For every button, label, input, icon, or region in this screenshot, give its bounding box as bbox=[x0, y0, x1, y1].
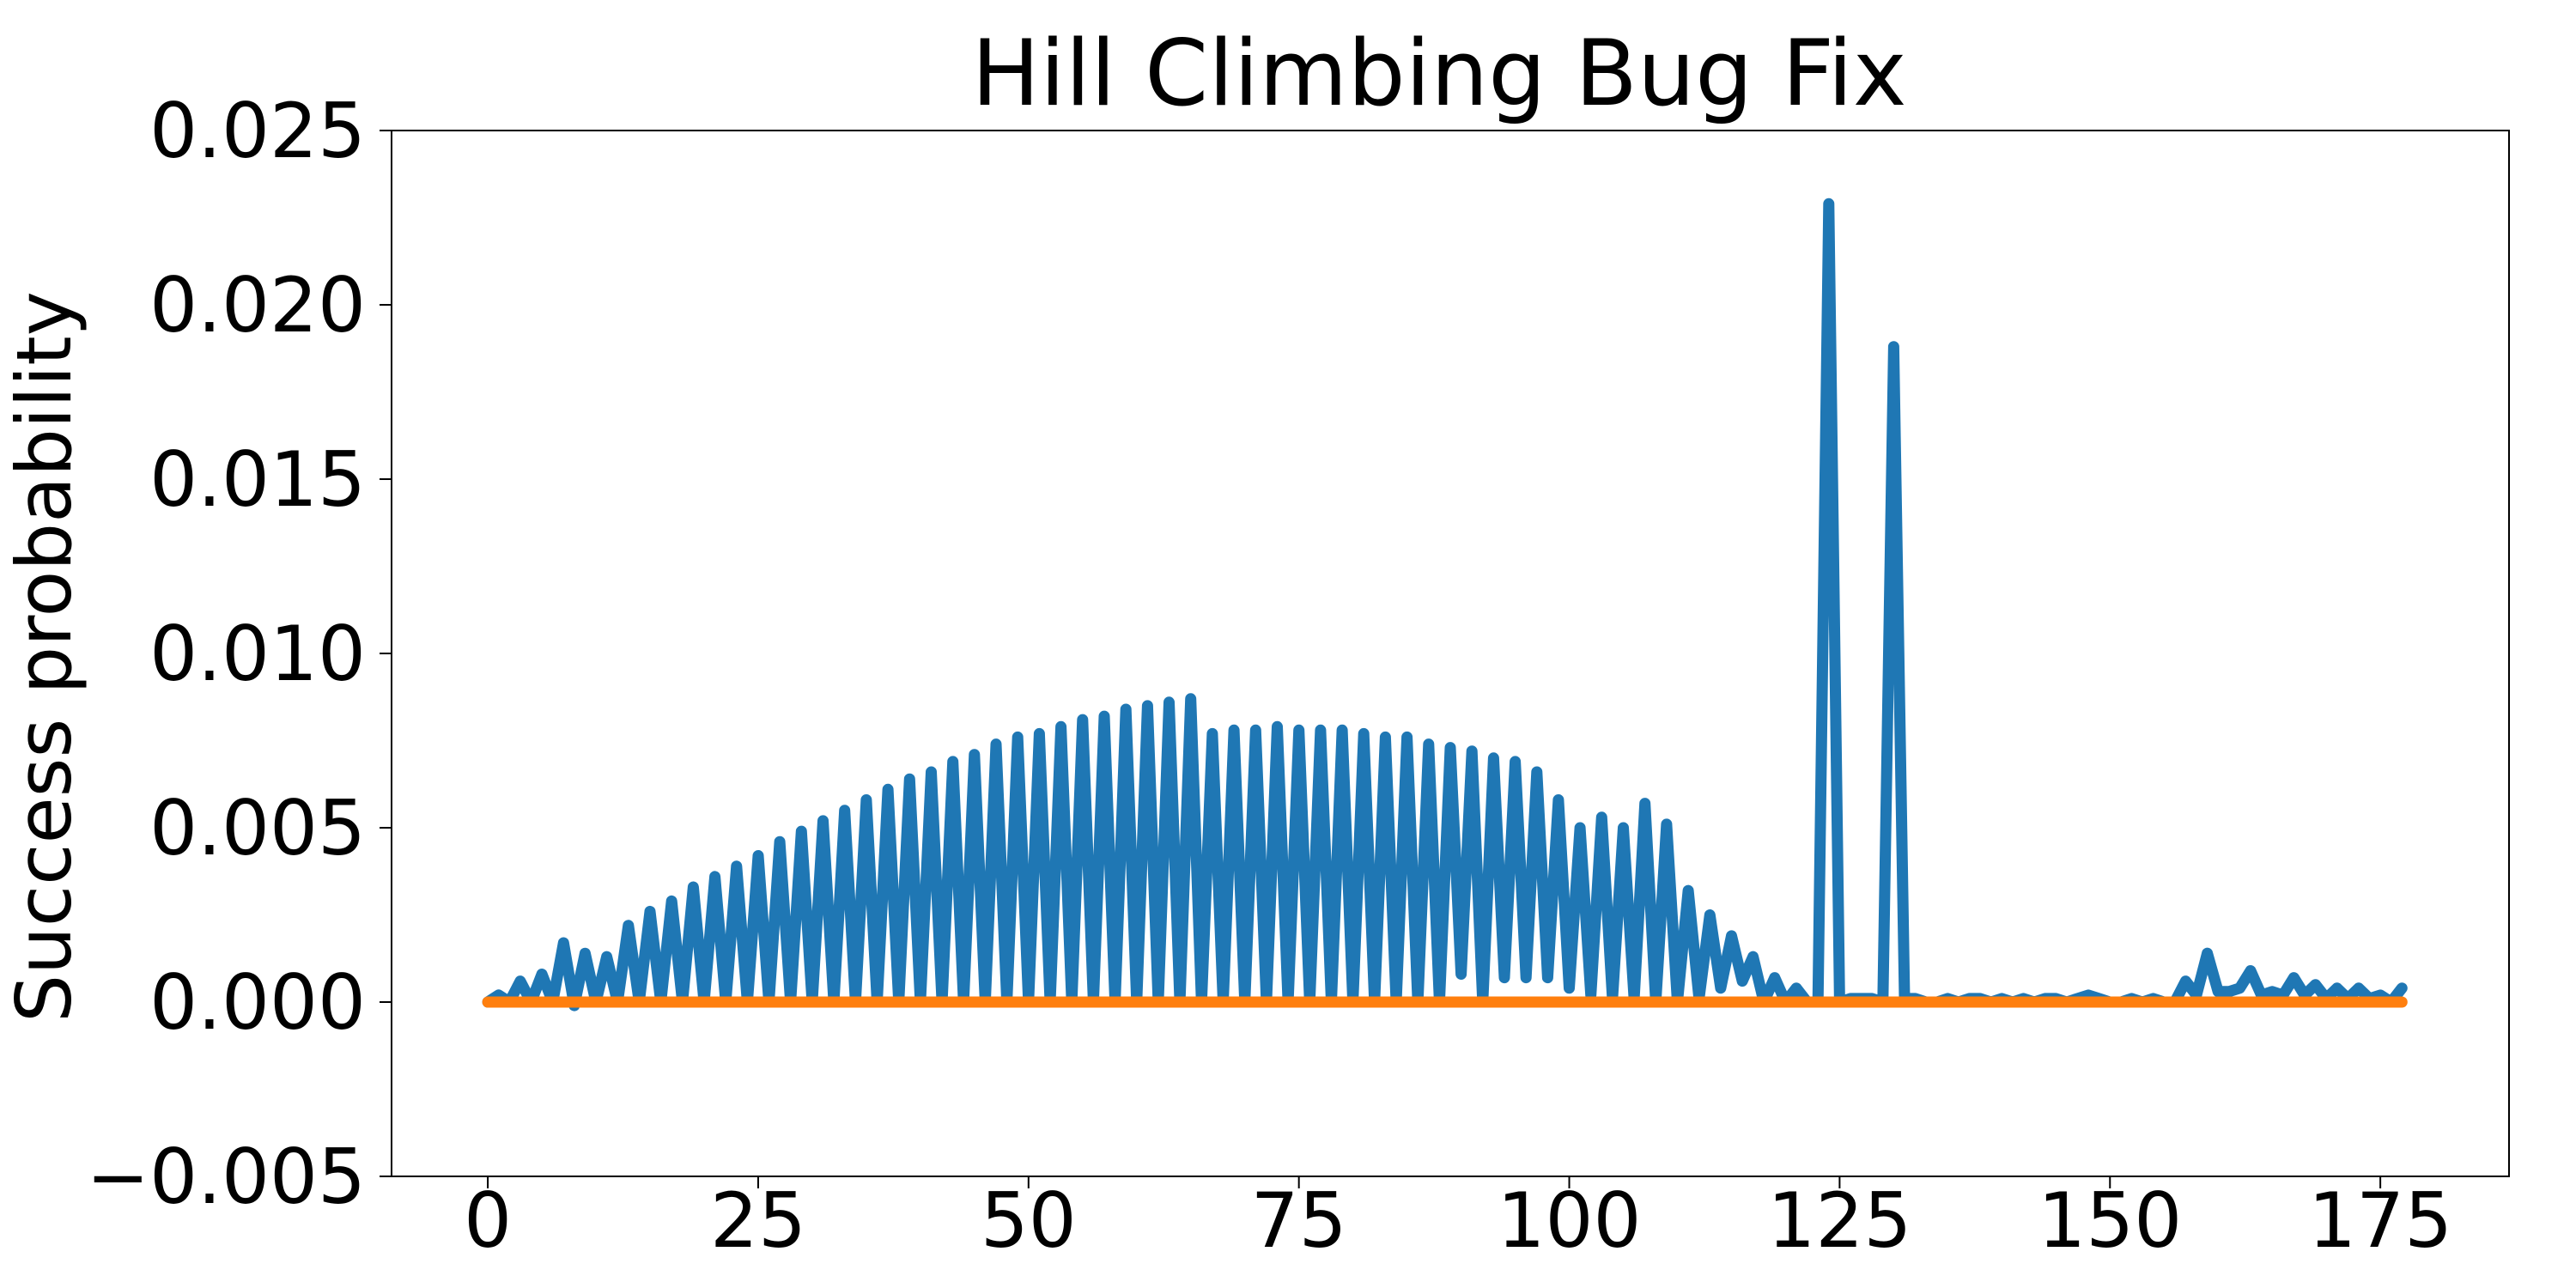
chart-title: Hill Climbing Bug Fix bbox=[971, 21, 1906, 126]
y-tick-label: 0.025 bbox=[149, 87, 366, 175]
x-tick-label: 175 bbox=[2308, 1176, 2452, 1265]
x-tick-label: 50 bbox=[981, 1176, 1077, 1265]
y-tick-label: 0.010 bbox=[149, 610, 366, 698]
y-axis-title: Success probability bbox=[0, 291, 88, 1023]
y-tick-label: 0.000 bbox=[149, 958, 366, 1047]
x-tick-label: 125 bbox=[1767, 1176, 1911, 1265]
y-tick-label: −0.005 bbox=[86, 1133, 366, 1221]
y-tick-label: 0.020 bbox=[149, 261, 366, 349]
plot-area-frame bbox=[391, 130, 2510, 1177]
x-tick-label: 0 bbox=[464, 1176, 512, 1265]
y-tick-label: 0.005 bbox=[149, 784, 366, 872]
series-line-1 bbox=[482, 197, 2408, 1012]
x-tick-label: 150 bbox=[2038, 1176, 2182, 1265]
x-tick-label: 25 bbox=[710, 1176, 806, 1265]
x-tick-layer: 0 25 50 75 100 125 150 175 bbox=[464, 1176, 2452, 1265]
series-layer bbox=[482, 197, 2408, 1012]
y-tick-label: 0.015 bbox=[149, 435, 366, 524]
x-tick-label: 100 bbox=[1498, 1176, 1642, 1265]
x-tick-label: 75 bbox=[1251, 1176, 1347, 1265]
y-tick-layer: −0.005 0.000 0.005 0.010 0.015 0.020 0.025 bbox=[86, 87, 392, 1221]
